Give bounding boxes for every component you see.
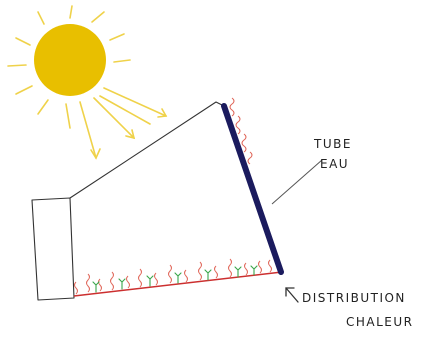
sun-rays xyxy=(7,5,168,160)
heated-floor xyxy=(73,271,283,297)
floor-heat-waves xyxy=(74,258,272,295)
label-tube: TUBE xyxy=(313,137,352,151)
sun-icon xyxy=(7,5,168,160)
floor-plants xyxy=(92,265,258,293)
tube-heat-waves xyxy=(229,97,253,165)
water-tube xyxy=(221,103,284,275)
label-heat: CHALEUR xyxy=(346,315,414,329)
tube-leader-line xyxy=(271,159,323,205)
label-water: EAU xyxy=(320,157,349,171)
sun-disc xyxy=(34,24,106,96)
label-distribution: DISTRIBUTION xyxy=(302,291,406,305)
arrow-up-left-icon xyxy=(285,287,299,303)
